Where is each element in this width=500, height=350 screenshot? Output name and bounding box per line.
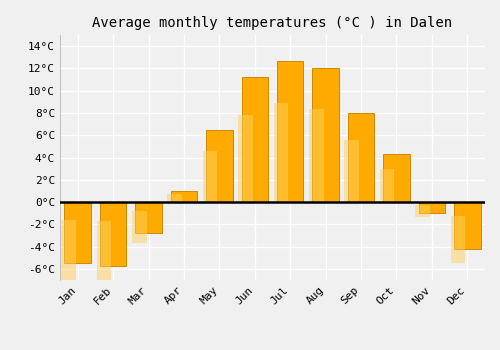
Bar — [380, 168, 394, 202]
Bar — [100, 202, 126, 266]
Bar — [277, 61, 303, 202]
Bar — [274, 103, 288, 202]
Title: Average monthly temperatures (°C ) in Dalen: Average monthly temperatures (°C ) in Da… — [92, 16, 452, 30]
Bar — [383, 154, 409, 202]
Bar — [454, 202, 480, 249]
Bar — [206, 130, 233, 202]
Bar — [238, 115, 253, 202]
Bar — [136, 202, 162, 233]
Bar — [168, 194, 182, 202]
Bar — [309, 108, 324, 202]
Bar — [312, 68, 339, 202]
Bar — [348, 113, 374, 202]
Bar — [450, 216, 466, 263]
Bar — [203, 151, 218, 202]
Bar — [96, 221, 111, 285]
Bar — [170, 191, 197, 202]
Bar — [132, 211, 146, 243]
Bar — [418, 202, 445, 213]
Bar — [61, 220, 76, 282]
Bar — [64, 202, 91, 263]
Bar — [242, 77, 268, 202]
Bar — [344, 140, 359, 202]
Bar — [416, 205, 430, 217]
